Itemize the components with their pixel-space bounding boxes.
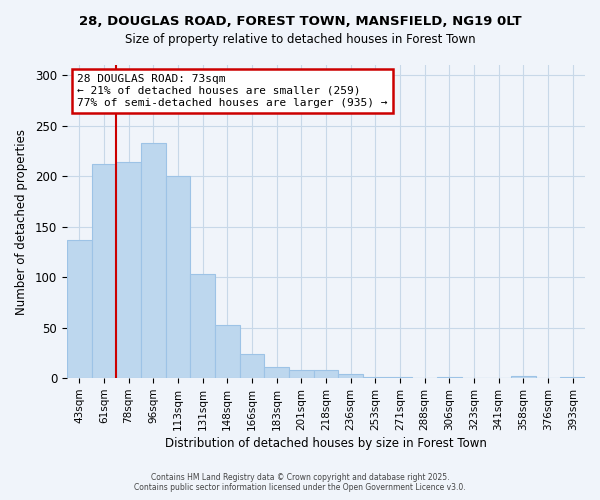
Bar	[92, 164, 116, 378]
Bar	[363, 377, 388, 378]
Bar	[289, 370, 314, 378]
Bar	[67, 240, 92, 378]
Bar	[511, 376, 536, 378]
Bar	[239, 354, 264, 378]
Bar	[215, 324, 239, 378]
Bar	[338, 374, 363, 378]
Bar	[141, 143, 166, 378]
Bar	[264, 367, 289, 378]
Bar	[388, 377, 412, 378]
Bar	[190, 274, 215, 378]
Text: 28 DOUGLAS ROAD: 73sqm
← 21% of detached houses are smaller (259)
77% of semi-de: 28 DOUGLAS ROAD: 73sqm ← 21% of detached…	[77, 74, 388, 108]
Text: 28, DOUGLAS ROAD, FOREST TOWN, MANSFIELD, NG19 0LT: 28, DOUGLAS ROAD, FOREST TOWN, MANSFIELD…	[79, 15, 521, 28]
Bar	[116, 162, 141, 378]
Bar	[437, 377, 461, 378]
Y-axis label: Number of detached properties: Number of detached properties	[15, 128, 28, 314]
Text: Contains HM Land Registry data © Crown copyright and database right 2025.
Contai: Contains HM Land Registry data © Crown c…	[134, 473, 466, 492]
Bar	[560, 377, 585, 378]
Text: Size of property relative to detached houses in Forest Town: Size of property relative to detached ho…	[125, 32, 475, 46]
X-axis label: Distribution of detached houses by size in Forest Town: Distribution of detached houses by size …	[165, 437, 487, 450]
Bar	[166, 176, 190, 378]
Bar	[314, 370, 338, 378]
